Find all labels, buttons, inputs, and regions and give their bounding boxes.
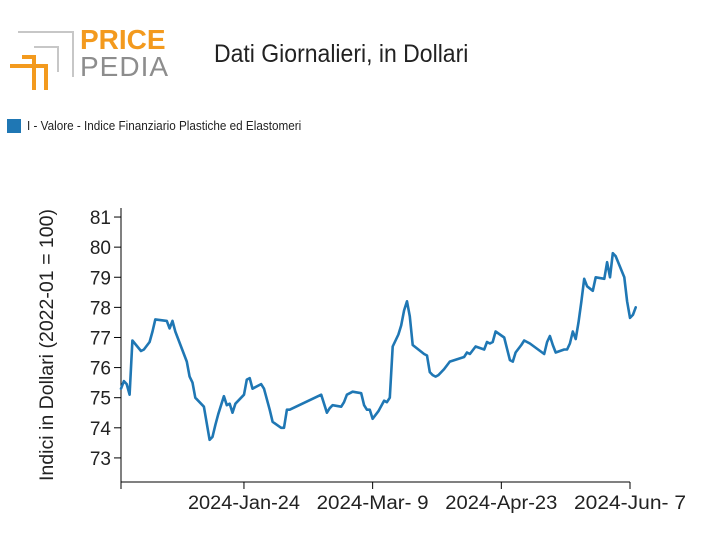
logo-line1: PRICE [80, 24, 166, 55]
y-tick-label: 79 [90, 268, 111, 289]
x-tick-label: 2024-Apr-23 [445, 493, 557, 514]
legend-label: I - Valore - Indice Finanziario Plastich… [27, 118, 302, 133]
series-line [119, 251, 638, 442]
legend: I - Valore - Indice Finanziario Plastich… [7, 118, 332, 133]
logo-line2: PEDIA [80, 51, 168, 82]
y-tick-label: 73 [90, 449, 111, 470]
x-tick-label: 2024-Mar- 9 [317, 493, 429, 514]
y-tick-label: 75 [90, 389, 111, 410]
x-tick-label: 2024-Jan-24 [188, 493, 300, 514]
y-axis-label: Indici in Dollari (2022-01 = 100) [37, 209, 58, 481]
pricepedia-logo: PRICE PEDIA [8, 22, 168, 92]
y-tick-label: 80 [90, 238, 111, 259]
x-tick-label: 2024-Jun- 7 [574, 493, 686, 514]
y-tick-label: 74 [90, 419, 112, 440]
y-tick-label: 81 [90, 208, 111, 229]
legend-swatch [7, 118, 21, 133]
chart-title: Dati Giornalieri, in Dollari [214, 40, 469, 68]
y-tick-label: 76 [90, 359, 111, 380]
y-tick-label: 77 [90, 328, 111, 349]
y-tick-label: 78 [90, 298, 111, 319]
